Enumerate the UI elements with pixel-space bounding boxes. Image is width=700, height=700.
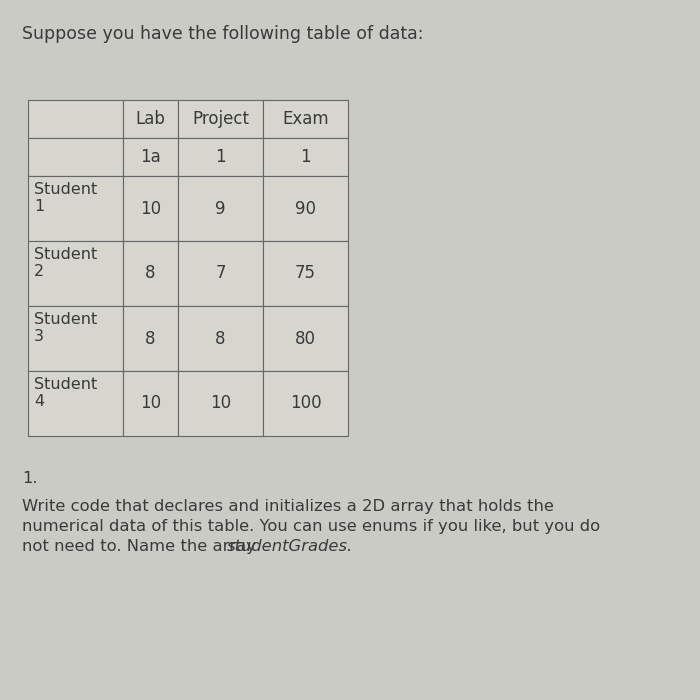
Bar (28, 100, 123, 138)
Text: not need to. Name the array: not need to. Name the array (22, 539, 261, 554)
Bar (263, 306, 348, 371)
Text: Student
3: Student 3 (34, 312, 97, 344)
Text: 1.: 1. (22, 471, 38, 486)
Text: Write code that declares and initializes a 2D array that holds the: Write code that declares and initializes… (22, 499, 554, 514)
Text: Student
4: Student 4 (34, 377, 97, 409)
Text: Project: Project (192, 110, 249, 128)
Bar (178, 371, 263, 436)
Text: Exam: Exam (282, 110, 329, 128)
Bar (123, 100, 178, 138)
Bar (263, 138, 348, 176)
Bar (123, 306, 178, 371)
Text: studentGrades.: studentGrades. (227, 539, 353, 554)
Bar (178, 100, 263, 138)
Bar (263, 241, 348, 306)
Bar (178, 241, 263, 306)
Bar (178, 176, 263, 241)
Text: 9: 9 (216, 199, 225, 218)
Text: Suppose you have the following table of data:: Suppose you have the following table of … (22, 25, 423, 43)
Bar (28, 371, 123, 436)
Bar (263, 176, 348, 241)
Text: Student
2: Student 2 (34, 247, 97, 279)
Bar (123, 138, 178, 176)
Text: 1a: 1a (140, 148, 161, 166)
Text: numerical data of this table. You can use enums if you like, but you do: numerical data of this table. You can us… (22, 519, 600, 534)
Bar (178, 306, 263, 371)
Text: 90: 90 (295, 199, 316, 218)
Text: Student
1: Student 1 (34, 182, 97, 214)
Bar (263, 100, 348, 138)
Text: 1: 1 (215, 148, 226, 166)
Text: 10: 10 (210, 395, 231, 412)
Text: Lab: Lab (136, 110, 165, 128)
Text: 80: 80 (295, 330, 316, 347)
Text: 8: 8 (216, 330, 225, 347)
Text: 10: 10 (140, 199, 161, 218)
Text: 7: 7 (216, 265, 225, 283)
Bar (123, 241, 178, 306)
Bar (28, 138, 123, 176)
Text: 8: 8 (146, 265, 155, 283)
Bar (178, 138, 263, 176)
Text: 10: 10 (140, 395, 161, 412)
Text: 8: 8 (146, 330, 155, 347)
Text: 75: 75 (295, 265, 316, 283)
Bar (28, 306, 123, 371)
Text: 1: 1 (300, 148, 311, 166)
Bar (28, 176, 123, 241)
Bar (123, 371, 178, 436)
Bar (263, 371, 348, 436)
Bar (28, 241, 123, 306)
Text: 100: 100 (290, 395, 321, 412)
Bar (123, 176, 178, 241)
